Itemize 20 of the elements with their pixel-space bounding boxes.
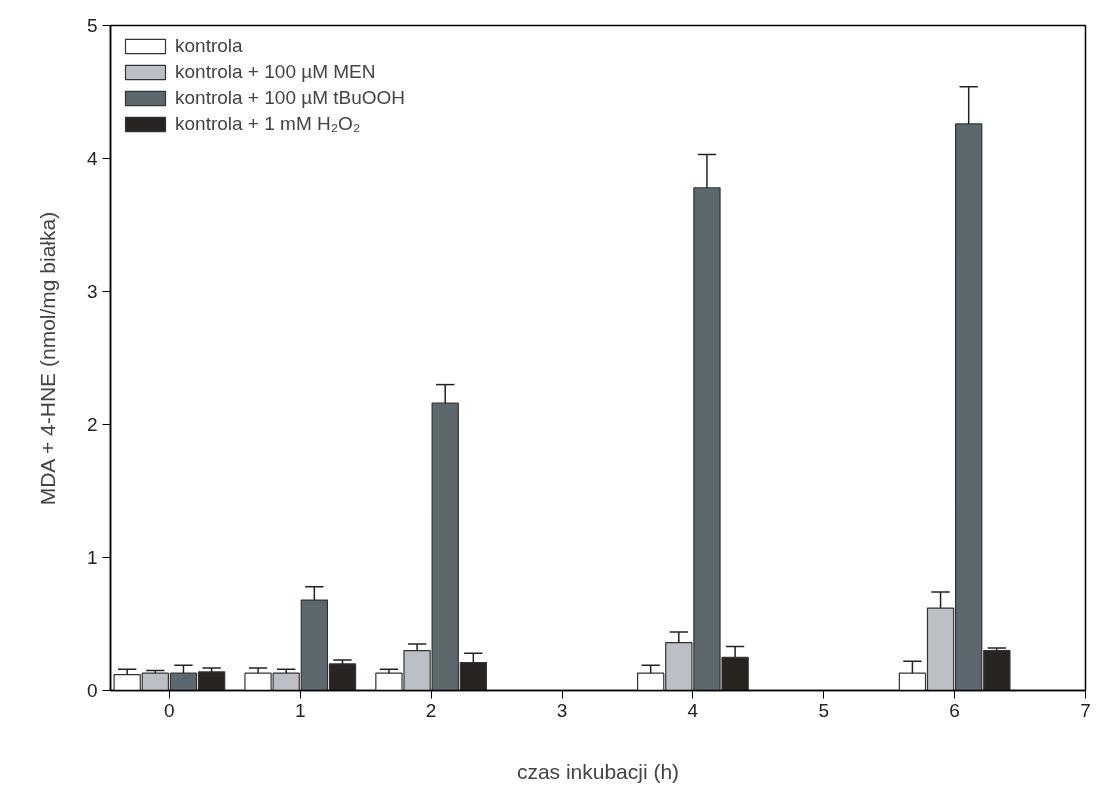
x-tick-label: 6 [949,699,960,721]
x-tick-label: 2 [425,699,437,721]
x-axis-title: czas inkubacji (h) [516,759,680,783]
legend-label: kontrola [175,35,243,57]
y-tick-label: 3 [86,281,98,302]
legend-label: kontrola + 100 µM MEN [175,61,376,83]
y-axis-title: MDA + 4-HNE (nmol/mg białka) [35,211,59,506]
y-tick-label: 2 [86,414,98,435]
legend-label: kontrola + 1 mM H₂O₂ [175,113,361,135]
y-tick-label: 1 [86,547,98,568]
x-tick-label: 5 [818,699,830,721]
x-tick-label: 4 [687,699,699,721]
x-tick-label: 1 [294,699,306,721]
x-tick-label: 3 [556,699,568,721]
y-tick-label: 4 [86,148,98,169]
x-tick-label: 7 [1080,699,1091,721]
legend-label: kontrola + 100 µM tBuOOH [175,87,406,109]
y-tick-label: 5 [86,15,98,36]
x-tick-label: 0 [164,699,175,721]
y-tick-label: 0 [86,680,98,701]
